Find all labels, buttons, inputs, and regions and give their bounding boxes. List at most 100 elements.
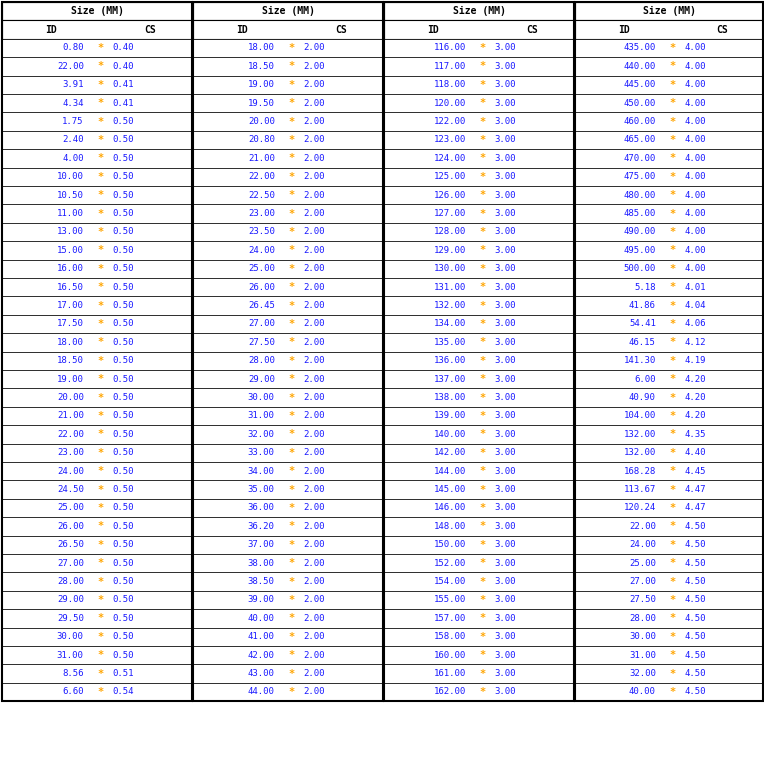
Text: *: * <box>98 62 104 71</box>
Bar <box>193 370 383 388</box>
Text: Size (MM): Size (MM) <box>643 6 695 16</box>
Text: 40.00: 40.00 <box>629 688 656 696</box>
Text: *: * <box>98 429 104 439</box>
Text: 26.45: 26.45 <box>248 301 275 310</box>
Text: *: * <box>98 319 104 329</box>
Text: *: * <box>98 393 104 403</box>
Bar <box>575 186 763 204</box>
Bar <box>2 75 192 94</box>
Text: *: * <box>98 521 104 531</box>
Bar <box>575 554 763 572</box>
Text: 140.00: 140.00 <box>433 430 466 439</box>
Text: 28.00: 28.00 <box>248 356 275 366</box>
Text: *: * <box>289 301 295 311</box>
Bar <box>384 296 574 315</box>
Text: *: * <box>98 227 104 237</box>
Bar <box>384 664 574 682</box>
Text: 32.00: 32.00 <box>629 669 656 678</box>
Bar <box>575 444 763 462</box>
Bar <box>575 370 763 388</box>
Bar <box>384 407 574 425</box>
Text: 22.00: 22.00 <box>248 173 275 182</box>
Text: *: * <box>98 98 104 108</box>
Text: *: * <box>480 613 486 623</box>
Text: *: * <box>669 521 676 531</box>
Text: *: * <box>98 632 104 641</box>
Bar <box>384 333 574 352</box>
Text: 23.00: 23.00 <box>248 209 275 218</box>
Text: *: * <box>669 669 676 679</box>
Text: 18.00: 18.00 <box>57 338 84 347</box>
Text: *: * <box>480 319 486 329</box>
Text: *: * <box>669 540 676 549</box>
Bar <box>193 610 383 628</box>
Text: 155.00: 155.00 <box>433 596 466 604</box>
Text: 31.00: 31.00 <box>629 651 656 660</box>
Text: *: * <box>669 301 676 311</box>
Text: 26.50: 26.50 <box>57 540 84 549</box>
Text: 2.00: 2.00 <box>303 540 325 549</box>
Text: *: * <box>480 154 486 163</box>
Bar <box>2 315 192 333</box>
Text: 465.00: 465.00 <box>623 135 656 144</box>
Text: 2.00: 2.00 <box>303 632 325 641</box>
Text: 3.00: 3.00 <box>494 522 516 531</box>
Text: *: * <box>669 429 676 439</box>
Text: 3.00: 3.00 <box>494 393 516 402</box>
Text: 2.40: 2.40 <box>62 135 84 144</box>
Text: *: * <box>480 116 486 127</box>
Text: 0.50: 0.50 <box>112 632 134 641</box>
Text: 4.01: 4.01 <box>684 283 705 292</box>
Text: 25.00: 25.00 <box>57 503 84 512</box>
Text: 134.00: 134.00 <box>433 319 466 328</box>
Text: 435.00: 435.00 <box>623 43 656 52</box>
Text: *: * <box>669 264 676 274</box>
Text: 30.00: 30.00 <box>248 393 275 402</box>
Text: *: * <box>98 154 104 163</box>
Text: *: * <box>669 208 676 219</box>
Text: 137.00: 137.00 <box>433 375 466 384</box>
Text: 485.00: 485.00 <box>623 209 656 218</box>
Bar <box>575 39 763 57</box>
Bar <box>2 480 192 499</box>
Text: 148.00: 148.00 <box>433 522 466 531</box>
Bar <box>193 75 383 94</box>
Bar <box>575 646 763 664</box>
Text: *: * <box>669 154 676 163</box>
Bar <box>2 2 192 21</box>
Text: *: * <box>480 374 486 385</box>
Text: 4.50: 4.50 <box>684 688 705 696</box>
Text: 4.20: 4.20 <box>684 393 705 402</box>
Bar <box>193 131 383 149</box>
Text: 475.00: 475.00 <box>623 173 656 182</box>
Bar <box>384 628 574 646</box>
Text: 23.00: 23.00 <box>57 448 84 458</box>
Text: 4.00: 4.00 <box>684 191 705 200</box>
Text: 113.67: 113.67 <box>623 485 656 494</box>
Text: *: * <box>669 319 676 329</box>
Text: 4.00: 4.00 <box>684 117 705 126</box>
Text: 21.00: 21.00 <box>248 154 275 163</box>
Text: 0.50: 0.50 <box>112 430 134 439</box>
Bar <box>193 388 383 407</box>
Text: 43.00: 43.00 <box>248 669 275 678</box>
Text: 4.50: 4.50 <box>684 632 705 641</box>
Text: *: * <box>669 577 676 587</box>
Bar <box>193 186 383 204</box>
Bar <box>384 499 574 518</box>
Text: *: * <box>669 411 676 421</box>
Text: 0.50: 0.50 <box>112 375 134 384</box>
Text: 3.00: 3.00 <box>494 503 516 512</box>
Bar <box>575 518 763 536</box>
Text: 144.00: 144.00 <box>433 467 466 476</box>
Text: 30.00: 30.00 <box>629 632 656 641</box>
Text: 3.00: 3.00 <box>494 62 516 71</box>
Bar <box>193 223 383 241</box>
Text: *: * <box>98 613 104 623</box>
Text: *: * <box>98 687 104 697</box>
Text: *: * <box>98 208 104 219</box>
Bar <box>193 21 383 39</box>
Text: *: * <box>98 595 104 605</box>
Text: 20.00: 20.00 <box>57 393 84 402</box>
Text: 2.00: 2.00 <box>303 62 325 71</box>
